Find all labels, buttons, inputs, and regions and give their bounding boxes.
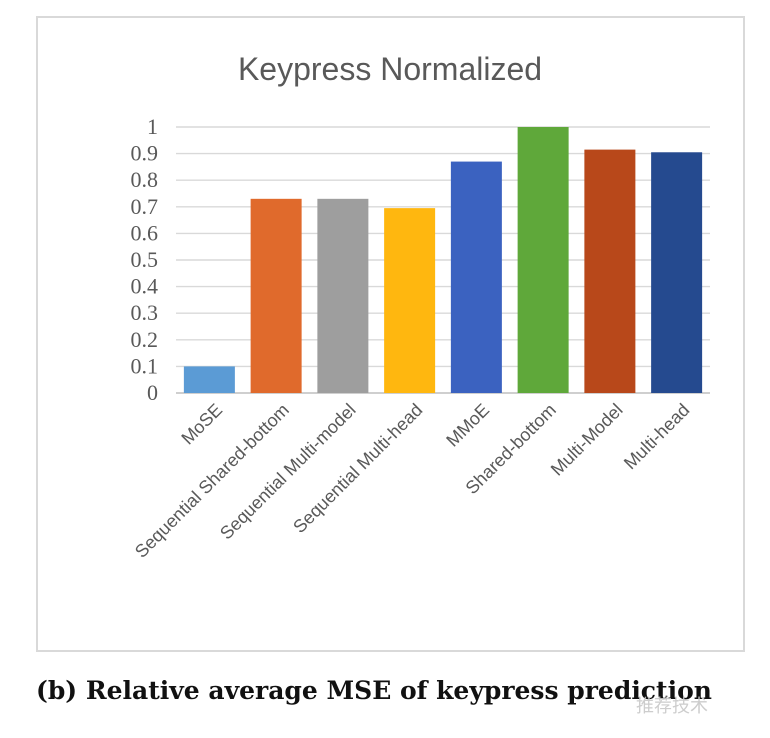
watermark-text: 推荐技术 <box>636 696 708 717</box>
y-tick-label: 0.4 <box>131 274 159 299</box>
y-tick-label: 0.5 <box>131 247 159 272</box>
y-tick-label: 1 <box>147 114 158 139</box>
bar-sequential-multi-head <box>384 208 436 393</box>
x-category-label: Sequential Multi-head <box>289 400 426 537</box>
y-tick-label: 0.1 <box>131 353 159 378</box>
bar-mmoe <box>450 161 502 393</box>
chart-frame: 0 0.1 0.2 0.3 0.4 0.5 0.6 0.7 0.8 0.9 1 MoSE Sequen… <box>36 16 745 652</box>
x-category-label: MMoE <box>442 400 493 451</box>
bars <box>183 127 703 393</box>
chart-title: Keypress Normalized <box>238 51 542 87</box>
figure-caption: (b) Relative average MSE of keypress pre… <box>36 676 712 705</box>
bar-sequential-multi-model <box>317 198 369 393</box>
y-tick-label: 0.8 <box>131 167 159 192</box>
bar-mose <box>183 366 235 393</box>
bar-shared-bottom <box>517 127 569 393</box>
bar-multi-head <box>651 152 703 393</box>
x-category-label: Multi-head <box>620 400 694 474</box>
y-tick-label: 0.7 <box>131 194 159 219</box>
bar-multi-model <box>584 149 636 393</box>
x-category-label: Sequential Multi-model <box>216 400 360 544</box>
y-tick-label: 0.6 <box>131 220 159 245</box>
x-category-label: Multi-Model <box>547 400 627 480</box>
y-tick-label: 0.3 <box>131 300 159 325</box>
x-category-label: MoSE <box>177 400 226 449</box>
y-tick-labels: 00.10.20.30.40.50.60.70.80.91 <box>131 114 159 405</box>
y-tick-label: 0.2 <box>131 327 159 352</box>
bar-chart: 00.10.20.30.40.50.60.70.80.91 MoSESequen… <box>131 51 710 562</box>
bar-sequential-shared-bottom <box>250 198 302 393</box>
y-tick-label: 0.9 <box>131 141 159 166</box>
y-tick-label: 0 <box>147 380 158 405</box>
